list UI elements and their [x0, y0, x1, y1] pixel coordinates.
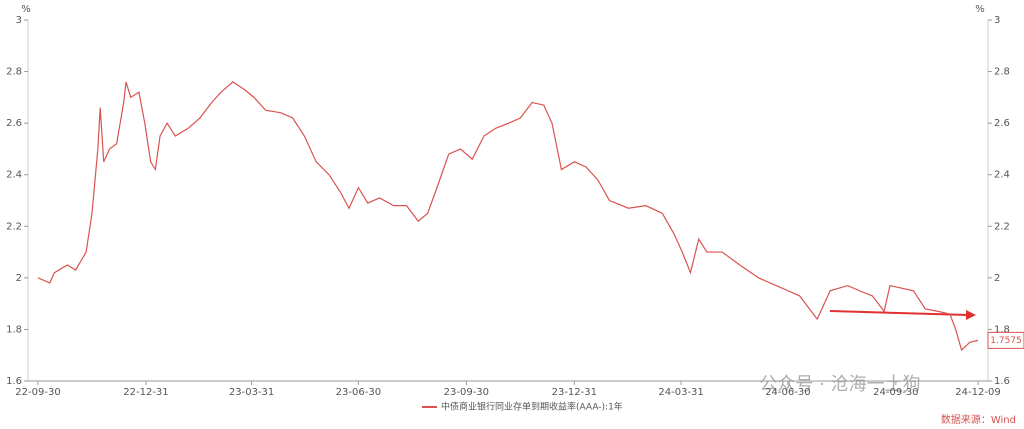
end-label-box — [987, 331, 1024, 349]
y2-unit: % — [975, 4, 985, 15]
y-tick-label: 2.4 — [6, 170, 22, 181]
arrow — [829, 310, 969, 316]
y2-tick-label: 1.8 — [994, 324, 1010, 335]
y2-tick-label: 3 — [994, 15, 1000, 26]
x-tick-label: 23-09-30 — [444, 387, 489, 398]
x-tick-label: 22-09-30 — [15, 387, 60, 398]
end-label: 1.7575 — [990, 336, 1022, 346]
y-unit: % — [21, 4, 31, 15]
y2-tick-label: 2.4 — [994, 170, 1010, 181]
x-tick-label: 22-12-31 — [123, 387, 168, 398]
x-tick-label: 23-06-30 — [336, 387, 381, 398]
y-tick-label: 3 — [16, 15, 22, 26]
x-tick-label: 24-09-30 — [873, 387, 918, 398]
y2-tick-label: 2.8 — [994, 67, 1010, 78]
x-tick-label: 24-12-09 — [955, 387, 1000, 398]
y2-tick-label: 1.6 — [994, 376, 1010, 387]
watermark: 公众号 · 沧海一土狗 — [759, 374, 920, 395]
legend-label: 中债商业银行同业存单到期收益率(AAA-):1年 — [441, 401, 623, 413]
x-tick-label: 24-03-31 — [658, 387, 703, 398]
y-tick-label: 2.6 — [6, 118, 22, 129]
y2-tick-label: 2.6 — [994, 118, 1010, 129]
x-tick-label: 24-06-30 — [765, 387, 810, 398]
y-tick-label: 2 — [16, 273, 22, 284]
x-tick-label: 23-03-31 — [229, 387, 274, 398]
y-tick-label: 1.8 — [6, 324, 22, 335]
y-tick-label: 1.6 — [6, 376, 22, 387]
line-series — [37, 81, 979, 352]
y-tick-label: 2.8 — [6, 67, 22, 78]
source: 数据来源：Wind — [941, 413, 1016, 426]
arrow-head — [966, 310, 976, 320]
y2-tick-label: 2 — [994, 273, 1000, 284]
y2-tick-label: 2.2 — [994, 221, 1010, 232]
x-tick-label: 23-12-31 — [552, 387, 597, 398]
y-tick-label: 2.2 — [6, 221, 22, 232]
